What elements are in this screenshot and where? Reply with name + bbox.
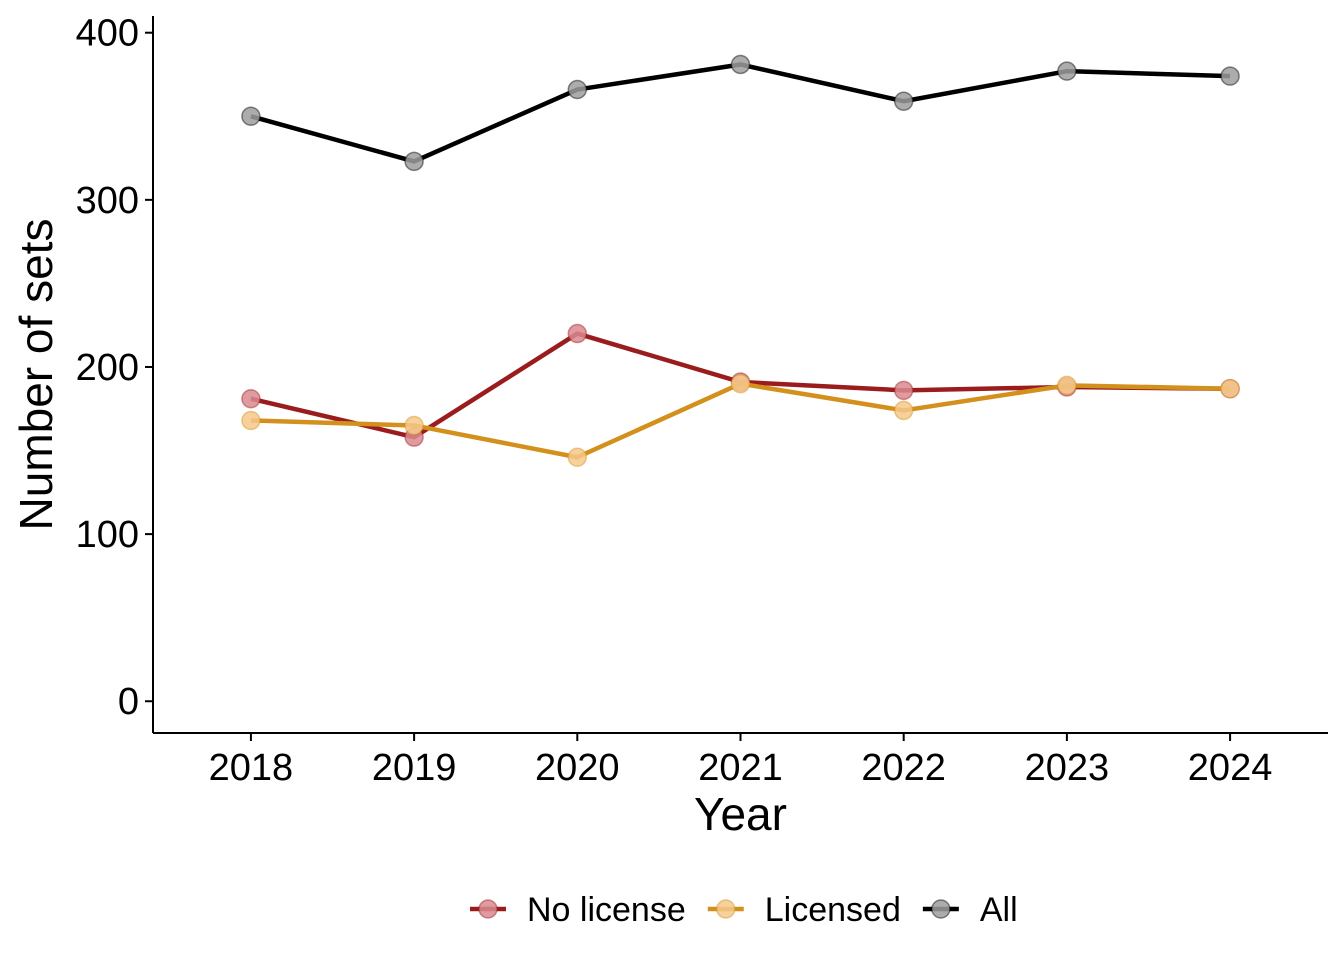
x-tick-label: 2024 bbox=[1188, 747, 1273, 789]
data-point bbox=[567, 447, 588, 467]
series-licensed bbox=[241, 373, 1240, 467]
data-point bbox=[1220, 378, 1240, 399]
series-all bbox=[241, 54, 1240, 172]
x-axis-ticks: 2018 2019 2020 2021 2022 2023 2024 bbox=[209, 733, 1273, 789]
data-point bbox=[241, 106, 261, 127]
y-tick-label: 100 bbox=[76, 514, 139, 556]
data-point bbox=[893, 400, 914, 421]
x-axis-title: Year bbox=[694, 788, 787, 840]
data-point bbox=[404, 415, 424, 436]
series-layer bbox=[241, 54, 1240, 467]
y-axis-title: Number of sets bbox=[10, 219, 62, 531]
data-point bbox=[404, 151, 424, 172]
legend: No license Licensed All bbox=[470, 891, 1018, 929]
data-point bbox=[1057, 375, 1077, 396]
legend-item: No license bbox=[470, 891, 686, 929]
data-point bbox=[1220, 66, 1240, 86]
y-tick-label: 400 bbox=[76, 13, 139, 55]
legend-item: Licensed bbox=[707, 891, 901, 929]
series-line bbox=[250, 381, 1231, 460]
legend-swatch-marker bbox=[931, 899, 951, 919]
data-point bbox=[893, 91, 914, 111]
x-tick-label: 2023 bbox=[1025, 747, 1110, 789]
x-tick-label: 2022 bbox=[861, 747, 946, 789]
series-line bbox=[250, 62, 1231, 164]
y-tick-label: 300 bbox=[76, 180, 139, 222]
data-point bbox=[730, 54, 751, 75]
legend-label: Licensed bbox=[765, 891, 901, 929]
y-axis-ticks: 0 100 200 300 400 bbox=[76, 13, 153, 723]
x-tick-label: 2019 bbox=[372, 747, 457, 789]
data-point bbox=[730, 373, 751, 394]
y-tick-label: 200 bbox=[76, 347, 139, 389]
data-point bbox=[567, 79, 588, 100]
x-tick-label: 2020 bbox=[535, 747, 620, 789]
x-tick-label: 2021 bbox=[698, 747, 783, 789]
legend-swatch-marker bbox=[716, 899, 736, 919]
data-point bbox=[893, 380, 914, 401]
legend-swatch-marker bbox=[478, 899, 498, 919]
data-point bbox=[1057, 61, 1077, 81]
legend-item: All bbox=[922, 891, 1018, 929]
data-point bbox=[241, 388, 261, 409]
x-tick-label: 2018 bbox=[209, 747, 294, 789]
legend-label: All bbox=[980, 891, 1018, 929]
data-point bbox=[567, 323, 588, 344]
legend-label: No license bbox=[527, 891, 686, 929]
data-point bbox=[241, 410, 261, 431]
y-tick-label: 0 bbox=[118, 681, 139, 723]
